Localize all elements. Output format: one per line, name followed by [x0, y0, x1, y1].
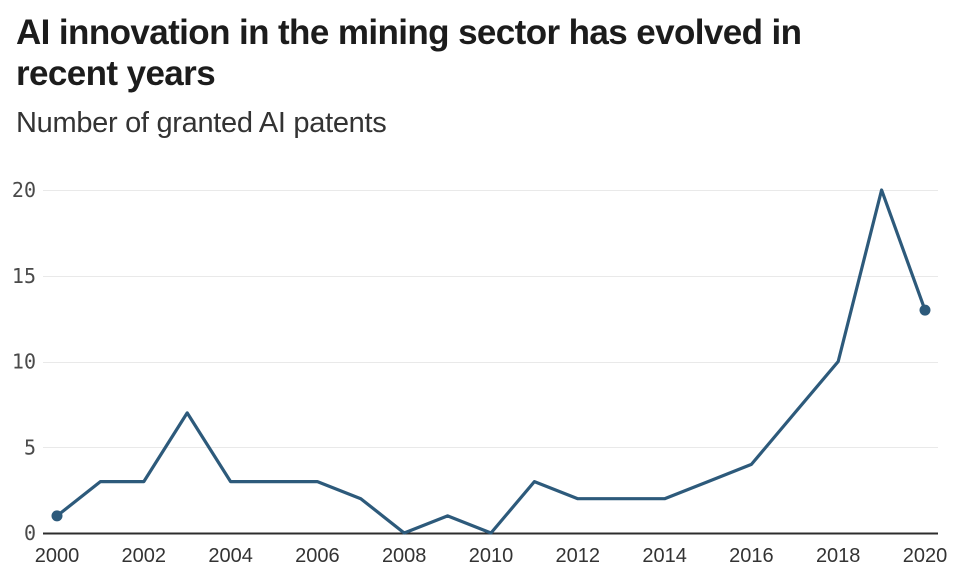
y-tick-label-20: 20: [12, 178, 36, 202]
y-tick-label-5: 5: [24, 435, 36, 459]
x-tick-label-2006: 2006: [295, 545, 340, 567]
x-tick-label-2010: 2010: [469, 545, 514, 567]
data-point-marker-2020: [919, 304, 931, 316]
x-tick-label-2012: 2012: [556, 545, 601, 567]
patents-line-chart: 0 5 10 15 20 2000 2002 2004 2006 2008 2010 2012 2014…: [12, 178, 948, 567]
y-tick-label-15: 15: [12, 264, 36, 288]
chart-title: AI innovation in the mining sector has e…: [16, 13, 802, 93]
chart-header: AI innovation in the mining sector has e…: [16, 12, 936, 139]
x-tick-label-2018: 2018: [816, 545, 861, 567]
x-tick-label-2020: 2020: [903, 545, 948, 567]
chart-subtitle: Number of granted AI patents: [16, 107, 387, 139]
x-tick-label-2008: 2008: [382, 545, 427, 567]
y-tick-label-0: 0: [24, 521, 36, 545]
line-chart-canvas: 0 5 10 15 20 2000 2002 2004 2006 2008 2010 2012 2014…: [0, 160, 974, 586]
data-point-marker-2000: [51, 510, 63, 522]
y-tick-label-10: 10: [12, 350, 36, 374]
granted-patents-series-line: [55, 188, 927, 535]
x-tick-label-2000: 2000: [35, 545, 80, 567]
x-tick-label-2014: 2014: [642, 545, 687, 567]
x-tick-label-2002: 2002: [122, 545, 167, 567]
x-tick-label-2004: 2004: [208, 545, 253, 567]
x-tick-label-2016: 2016: [729, 545, 774, 567]
